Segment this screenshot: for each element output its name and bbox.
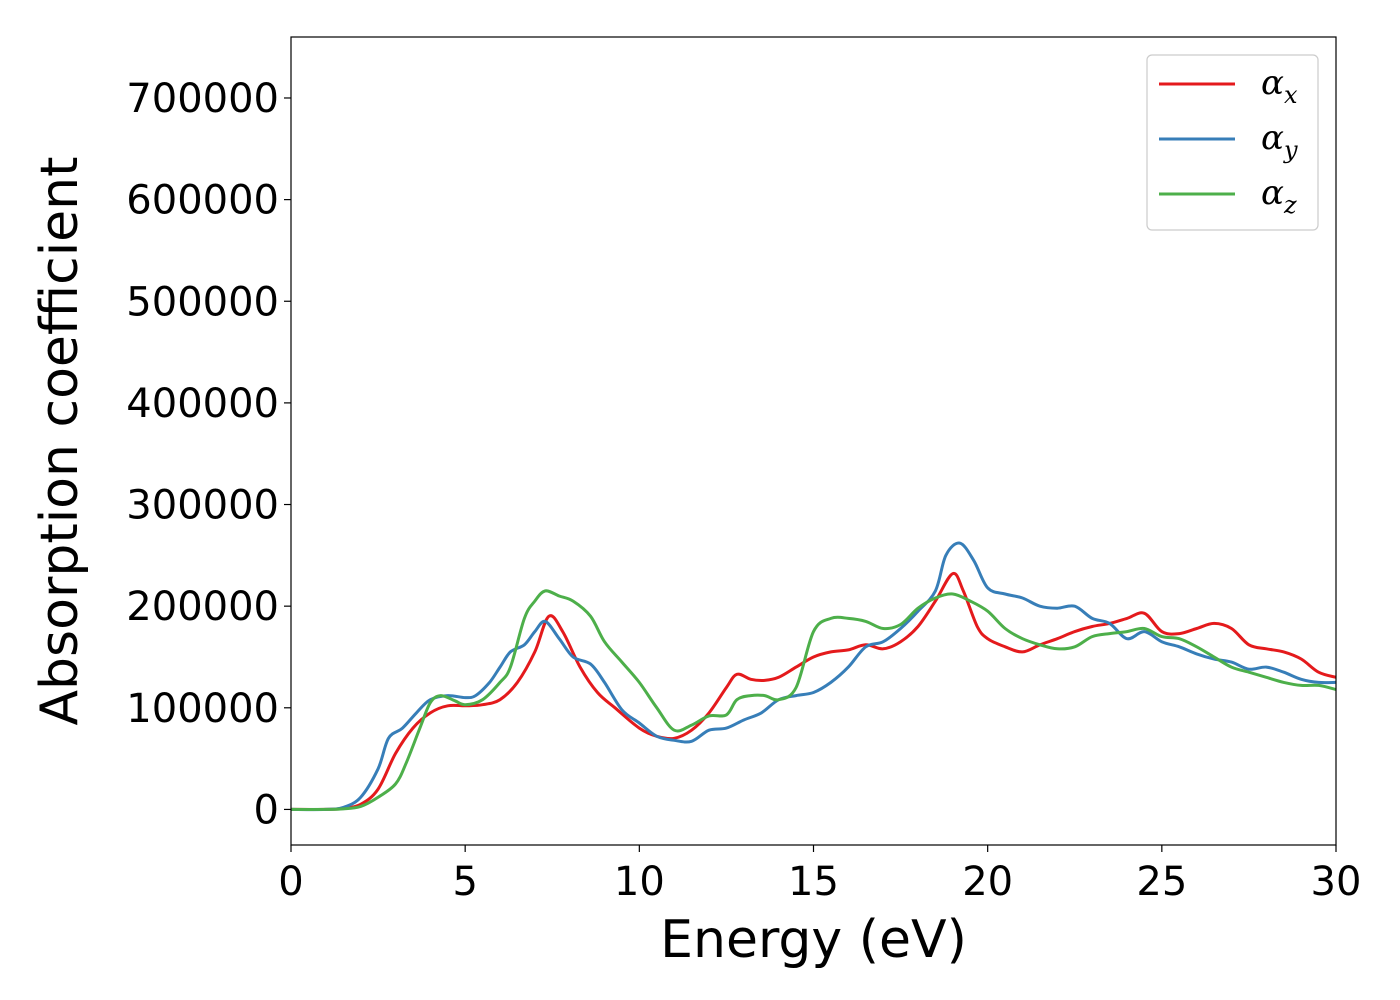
x-tick-label: 10: [614, 859, 665, 905]
x-axis: 0 5 10 15 20 25 30: [278, 845, 1361, 905]
plot-area: [291, 541, 1336, 812]
x-tick-label: 15: [788, 859, 839, 905]
series-line-x: [291, 571, 1336, 811]
legend-symbol: α: [1261, 173, 1284, 213]
y-tick-label: 700000: [126, 76, 279, 122]
legend-subscript: z: [1283, 191, 1297, 219]
x-tick-label: 5: [452, 859, 477, 905]
legend-label-y: αy: [1261, 118, 1298, 164]
legend-label-z: αz: [1261, 173, 1297, 219]
series-line-y: [291, 541, 1336, 812]
legend-symbol: α: [1261, 63, 1284, 103]
y-tick-label: 200000: [126, 584, 279, 630]
legend-box: [1146, 54, 1319, 231]
legend-subscript: x: [1284, 81, 1298, 109]
x-tick-label: 30: [1311, 859, 1362, 905]
legend-subscript: y: [1283, 136, 1298, 164]
legend-label-x: αx: [1261, 63, 1298, 109]
x-tick-label: 20: [962, 859, 1013, 905]
y-axis-title: Absorption coefficient: [30, 156, 90, 725]
x-tick-label: 0: [278, 859, 303, 905]
x-tick-label: 25: [1136, 859, 1187, 905]
series-line-z: [291, 589, 1336, 811]
y-tick-label: 300000: [126, 483, 279, 529]
y-tick-label: 400000: [126, 381, 279, 427]
y-tick-label: 0: [254, 787, 279, 833]
y-tick-label: 100000: [126, 686, 279, 732]
legend-symbol: α: [1261, 118, 1284, 158]
y-tick-label: 600000: [126, 178, 279, 224]
y-tick-label: 500000: [126, 279, 279, 325]
y-axis: 0 100000 200000 300000 400000 500000 600000 700…: [126, 76, 291, 833]
x-axis-title: Energy (eV): [660, 910, 967, 970]
